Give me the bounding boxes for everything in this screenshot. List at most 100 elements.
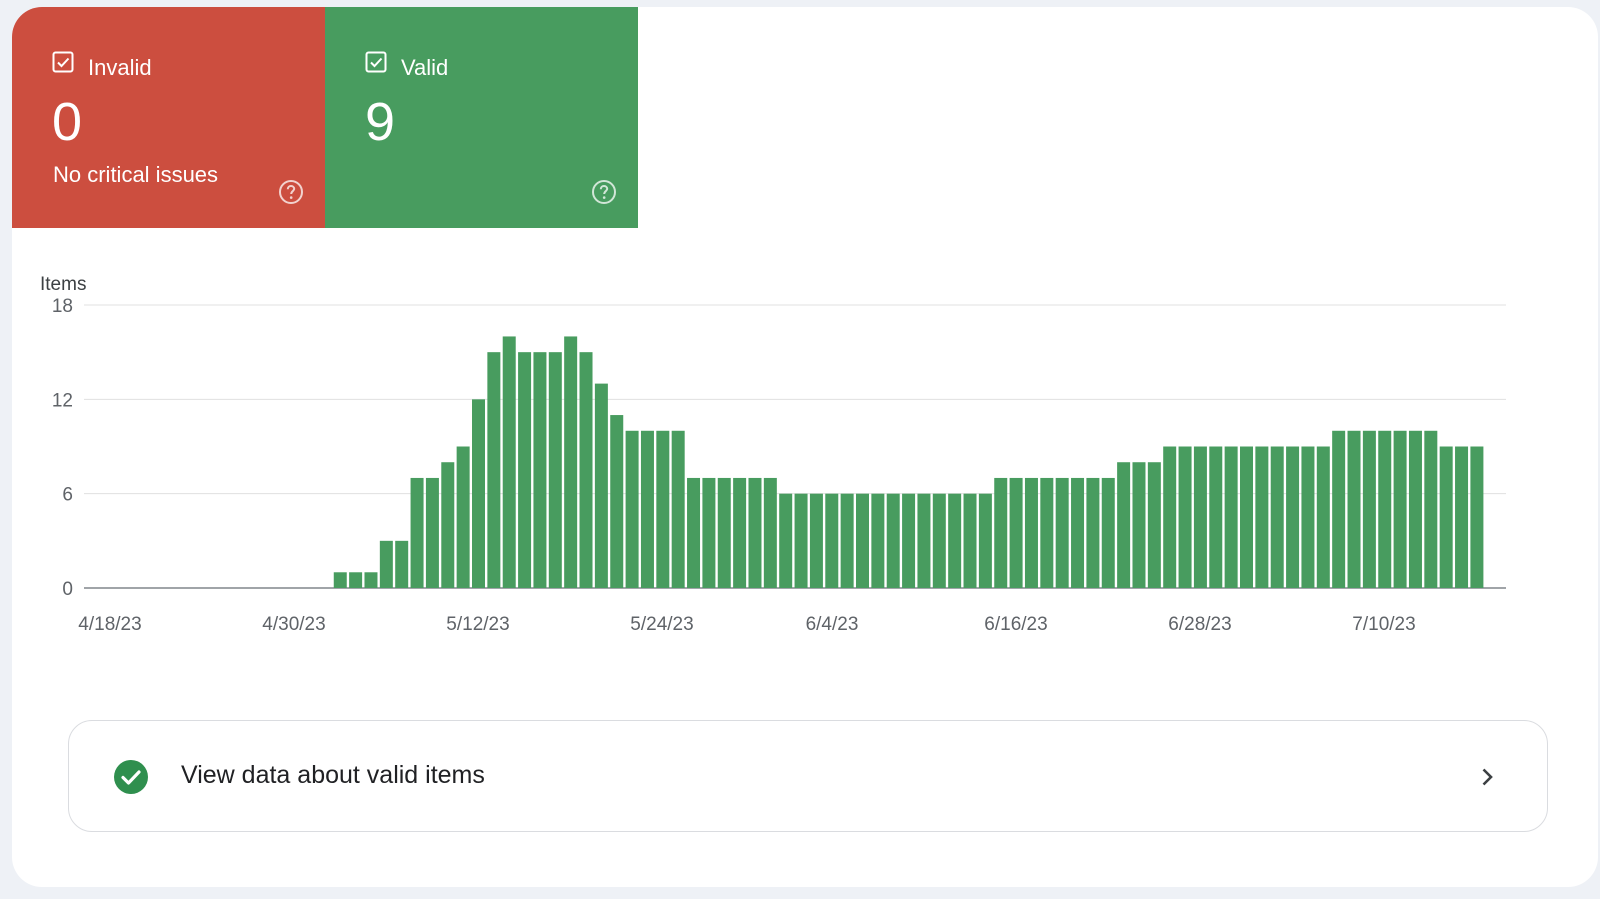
bar[interactable] (579, 352, 593, 588)
help-circle-icon[interactable] (591, 179, 617, 205)
bar[interactable] (1316, 446, 1330, 589)
checkbox-checked-icon[interactable] (365, 51, 387, 73)
bar[interactable] (1071, 477, 1085, 588)
bar[interactable] (1347, 430, 1361, 588)
valid-count: 9 (365, 92, 396, 152)
bar[interactable] (1255, 446, 1269, 589)
bar[interactable] (1332, 430, 1346, 588)
bar[interactable] (1470, 446, 1484, 589)
bar[interactable] (902, 493, 916, 588)
bar[interactable] (1178, 446, 1192, 589)
bar[interactable] (1147, 462, 1161, 588)
x-tick-label: 6/28/23 (1168, 614, 1231, 635)
x-tick-label: 4/18/23 (78, 614, 141, 635)
bar[interactable] (441, 462, 455, 588)
bar[interactable] (1209, 446, 1223, 589)
bar[interactable] (594, 383, 608, 588)
bar[interactable] (1270, 446, 1284, 589)
bar[interactable] (1040, 477, 1054, 588)
bar[interactable] (978, 493, 992, 588)
items-bar-chart: Items 0 6 12 18 4/18/23 4/30/23 5/12/23 5/24/2… (40, 274, 1506, 635)
bar[interactable] (610, 415, 624, 588)
bar[interactable] (840, 493, 854, 588)
bar[interactable] (1393, 430, 1407, 588)
bar[interactable] (917, 493, 931, 588)
x-tick-label: 4/30/23 (262, 614, 325, 635)
bar[interactable] (395, 540, 409, 588)
valid-label: Valid (401, 55, 449, 80)
bar[interactable] (809, 493, 823, 588)
bar[interactable] (948, 493, 962, 588)
x-tick-label: 6/4/23 (806, 614, 859, 635)
bar[interactable] (1163, 446, 1177, 589)
bar[interactable] (1024, 477, 1038, 588)
bar[interactable] (1117, 462, 1131, 588)
bar[interactable] (1439, 446, 1453, 589)
bar[interactable] (548, 352, 562, 588)
bar[interactable] (717, 477, 731, 588)
bar[interactable] (687, 477, 701, 588)
bar[interactable] (349, 572, 363, 588)
bar[interactable] (379, 540, 393, 588)
bar[interactable] (1362, 430, 1376, 588)
bar[interactable] (856, 493, 869, 588)
invalid-status-tile[interactable]: Invalid 0 No critical issues (12, 7, 325, 228)
x-tick-label: 6/16/23 (984, 614, 1047, 635)
valid-status-tile[interactable]: Valid 9 (325, 7, 638, 228)
bar[interactable] (763, 477, 777, 588)
y-tick-label: 6 (62, 485, 73, 506)
chevron-right-icon (1482, 768, 1493, 786)
bar[interactable] (625, 430, 639, 588)
bar[interactable] (994, 477, 1008, 588)
help-circle-icon[interactable] (278, 179, 304, 205)
invalid-count: 0 (52, 92, 83, 152)
checkbox-checked-icon[interactable] (52, 51, 74, 73)
bar[interactable] (425, 477, 439, 588)
bar[interactable] (702, 477, 716, 588)
bar[interactable] (825, 493, 839, 588)
bar[interactable] (1224, 446, 1238, 589)
bar[interactable] (640, 430, 654, 588)
bar[interactable] (364, 572, 378, 588)
bar[interactable] (1132, 462, 1146, 588)
bar[interactable] (1055, 477, 1069, 588)
bar[interactable] (518, 352, 532, 588)
y-tick-label: 18 (52, 296, 73, 317)
bar[interactable] (886, 493, 900, 588)
bar[interactable] (1193, 446, 1207, 589)
bar[interactable] (456, 446, 470, 589)
bar[interactable] (564, 336, 578, 588)
bar[interactable] (1009, 477, 1023, 588)
bar[interactable] (871, 493, 885, 588)
bar[interactable] (1240, 446, 1253, 589)
bar[interactable] (1455, 446, 1469, 589)
invalid-subtitle: No critical issues (53, 162, 219, 187)
bar[interactable] (932, 493, 946, 588)
bar[interactable] (748, 477, 762, 588)
bar[interactable] (1408, 430, 1422, 588)
bar[interactable] (779, 493, 793, 588)
bar[interactable] (1301, 446, 1315, 589)
bar[interactable] (1378, 430, 1392, 588)
bar[interactable] (410, 477, 424, 588)
x-tick-label: 7/10/23 (1352, 614, 1415, 635)
bar[interactable] (794, 493, 808, 588)
y-tick-label: 12 (52, 390, 73, 411)
bar[interactable] (733, 477, 747, 588)
bar[interactable] (533, 352, 547, 588)
view-valid-items-link[interactable]: View data about valid items (68, 720, 1548, 832)
bar[interactable] (1286, 446, 1300, 589)
bar[interactable] (1086, 477, 1100, 588)
bar[interactable] (1424, 430, 1438, 588)
bar[interactable] (671, 430, 685, 588)
bar[interactable] (963, 493, 977, 588)
view-valid-items-label: View data about valid items (181, 761, 485, 789)
bar[interactable] (656, 430, 670, 588)
invalid-label: Invalid (88, 55, 152, 80)
bar[interactable] (487, 352, 501, 588)
bar[interactable] (1101, 477, 1115, 588)
y-tick-label: 0 (62, 579, 73, 600)
bar[interactable] (333, 572, 347, 588)
bar[interactable] (502, 336, 516, 588)
bar[interactable] (472, 399, 485, 588)
